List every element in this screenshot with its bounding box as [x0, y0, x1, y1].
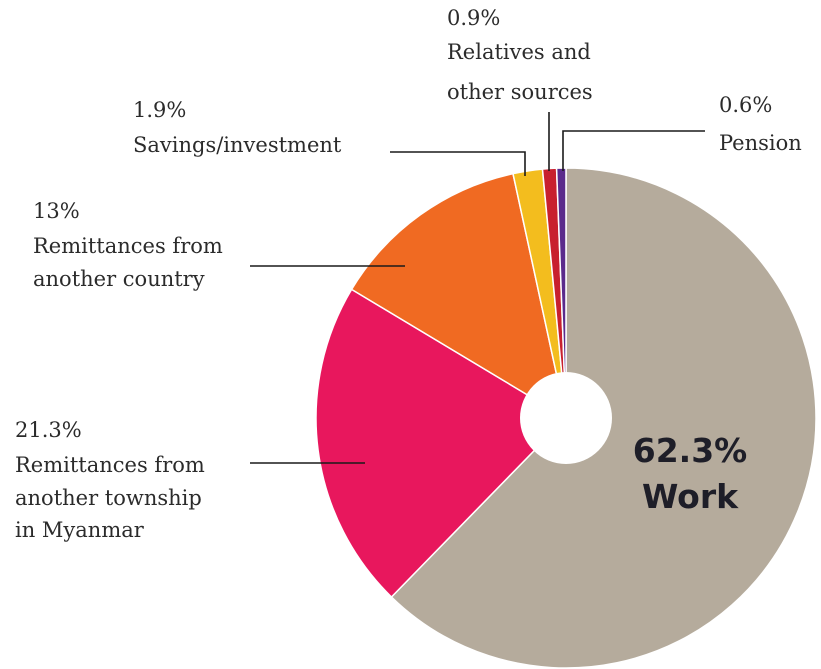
slice-label-savings-investment: Savings/investment — [133, 133, 342, 157]
slice-remittances-from-another-township-in-myanmar — [315, 288, 568, 599]
slice-label-relatives-and-other-sources: Relatives and — [447, 40, 591, 64]
slice-label-remittances-from-another-township-in-myanmar: Remittances from — [15, 453, 205, 477]
pct-label-work: 62.3% — [633, 431, 748, 470]
slice-label-remittances-from-another-township-in-myanmar-3: in Myanmar — [15, 518, 145, 542]
slice-labels: 62.3% Work 21.3% Remittances from another to… — [15, 6, 802, 542]
pct-label-remittances-from-another-township-in-myanmar: 21.3% — [15, 418, 82, 442]
slice-label-pension: Pension — [719, 131, 802, 155]
leader-lines — [250, 112, 705, 464]
slice-label-work: Work — [642, 477, 739, 516]
pct-label-relatives-and-other-sources: 0.9% — [447, 6, 500, 30]
slice-remittances-from-another-country — [350, 172, 568, 420]
slice-label-relatives-and-other-sources-2: other sources — [447, 80, 593, 104]
pct-label-pension: 0.6% — [719, 93, 772, 117]
slice-label-remittances-from-another-country: Remittances from — [33, 234, 223, 258]
donut-hole — [520, 372, 612, 464]
leader-line-pension — [562, 130, 705, 171]
slice-label-remittances-from-another-township-in-myanmar-2: another township — [15, 486, 202, 510]
pct-label-remittances-from-another-country: 13% — [33, 199, 80, 223]
leader-line-savings-investment — [390, 151, 526, 176]
pct-label-savings-investment: 1.9% — [133, 98, 186, 122]
slice-pension — [555, 167, 567, 419]
slice-label-remittances-from-another-country-2: another country — [33, 267, 205, 291]
